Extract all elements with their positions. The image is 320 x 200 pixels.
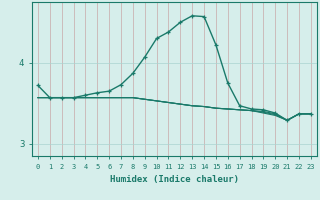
X-axis label: Humidex (Indice chaleur): Humidex (Indice chaleur) [110, 175, 239, 184]
